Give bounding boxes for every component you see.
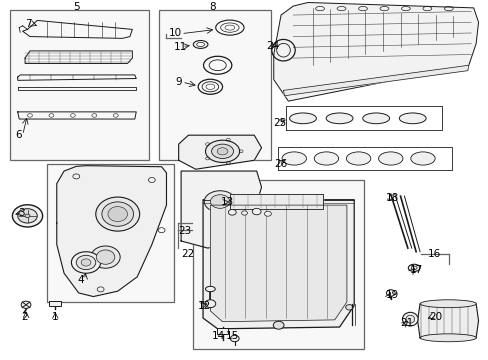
Text: 25: 25 <box>272 118 285 128</box>
Ellipse shape <box>211 144 233 158</box>
Text: 11: 11 <box>173 42 187 52</box>
Ellipse shape <box>346 152 370 165</box>
Ellipse shape <box>241 211 247 215</box>
Ellipse shape <box>21 301 31 309</box>
Text: 16: 16 <box>427 248 440 258</box>
Polygon shape <box>18 87 136 90</box>
Text: 7: 7 <box>25 19 32 29</box>
Ellipse shape <box>96 197 140 231</box>
Bar <box>10 10 149 160</box>
Text: 14: 14 <box>211 331 224 341</box>
Text: 1: 1 <box>52 312 59 322</box>
Text: 24: 24 <box>266 41 279 50</box>
Ellipse shape <box>289 113 316 124</box>
Bar <box>159 10 271 160</box>
Ellipse shape <box>217 148 227 155</box>
Text: 12: 12 <box>198 301 211 311</box>
Text: 3: 3 <box>18 208 24 218</box>
Ellipse shape <box>325 113 352 124</box>
Text: 15: 15 <box>225 331 239 341</box>
Polygon shape <box>18 75 136 80</box>
Text: 26: 26 <box>273 159 286 169</box>
Text: 21: 21 <box>400 319 413 328</box>
Polygon shape <box>210 205 346 321</box>
Polygon shape <box>417 304 478 338</box>
Polygon shape <box>229 194 322 209</box>
Text: 22: 22 <box>181 248 194 258</box>
Text: 13: 13 <box>221 197 234 207</box>
Ellipse shape <box>108 207 127 222</box>
Text: 23: 23 <box>178 226 191 236</box>
Polygon shape <box>18 112 136 119</box>
Ellipse shape <box>252 208 261 215</box>
Polygon shape <box>203 200 353 329</box>
Text: 4: 4 <box>78 275 84 285</box>
Polygon shape <box>178 135 261 169</box>
Ellipse shape <box>314 152 338 165</box>
Ellipse shape <box>402 312 417 326</box>
Polygon shape <box>22 21 132 39</box>
Text: 9: 9 <box>175 77 182 87</box>
Ellipse shape <box>12 205 42 227</box>
Ellipse shape <box>419 300 475 308</box>
Ellipse shape <box>410 266 416 270</box>
Ellipse shape <box>96 250 115 264</box>
Ellipse shape <box>282 152 306 165</box>
Ellipse shape <box>205 286 215 292</box>
Ellipse shape <box>345 305 352 310</box>
Text: 2: 2 <box>21 312 27 322</box>
Ellipse shape <box>76 255 96 270</box>
Text: 18: 18 <box>385 193 398 203</box>
Ellipse shape <box>410 152 434 165</box>
Ellipse shape <box>91 246 120 268</box>
Ellipse shape <box>405 315 414 323</box>
Ellipse shape <box>204 191 236 212</box>
Ellipse shape <box>230 335 239 342</box>
Ellipse shape <box>18 209 37 223</box>
Text: 8: 8 <box>209 2 216 12</box>
Ellipse shape <box>362 113 389 124</box>
Bar <box>193 180 363 348</box>
Ellipse shape <box>205 140 239 162</box>
Text: 10: 10 <box>168 28 182 38</box>
Polygon shape <box>273 3 478 101</box>
Bar <box>47 164 173 302</box>
Ellipse shape <box>102 202 133 226</box>
Bar <box>216 328 228 334</box>
Text: 17: 17 <box>409 265 423 275</box>
Ellipse shape <box>264 211 271 216</box>
Ellipse shape <box>71 252 101 273</box>
Text: 20: 20 <box>428 312 441 322</box>
Ellipse shape <box>210 195 229 208</box>
Ellipse shape <box>273 321 284 329</box>
Text: 5: 5 <box>73 2 80 12</box>
Ellipse shape <box>386 290 394 296</box>
Polygon shape <box>283 65 468 96</box>
Ellipse shape <box>407 264 419 271</box>
Polygon shape <box>181 171 261 248</box>
Ellipse shape <box>378 152 402 165</box>
Ellipse shape <box>81 259 91 266</box>
Polygon shape <box>57 166 166 297</box>
Bar <box>49 301 61 306</box>
Ellipse shape <box>419 334 475 342</box>
Ellipse shape <box>228 210 236 215</box>
Text: 19: 19 <box>385 291 398 301</box>
Polygon shape <box>25 51 132 63</box>
Text: 6: 6 <box>15 130 22 140</box>
Ellipse shape <box>25 214 30 218</box>
Ellipse shape <box>399 113 425 124</box>
Ellipse shape <box>204 300 215 308</box>
